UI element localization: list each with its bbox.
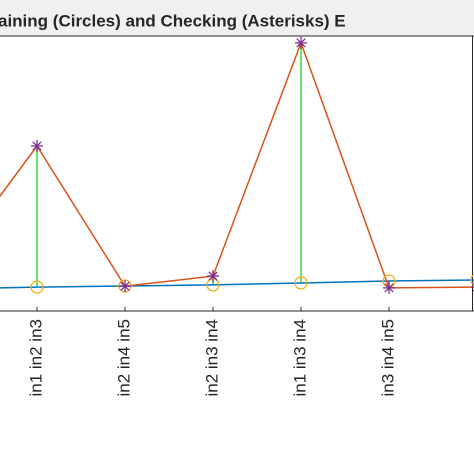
x-tick-label: in1 in3 in4 <box>290 319 309 397</box>
x-tick-label: in2 in4 in5 <box>114 319 133 397</box>
marker-circle <box>470 273 474 286</box>
marker-asterisk <box>31 140 43 152</box>
x-tick-label: in2 in3 in4 <box>202 319 221 397</box>
marker-circle <box>30 280 44 294</box>
marker-circle <box>294 276 308 290</box>
marker-asterisk <box>119 280 131 293</box>
marker-asterisk <box>295 36 307 49</box>
plot: in1 in2 in3 in2 in4 in5 in2 in3 in4 in1 in3… <box>0 36 474 397</box>
plot-background <box>0 36 474 474</box>
marker-asterisk <box>383 281 395 294</box>
figure-background <box>0 0 474 36</box>
x-tick-label: in1 in2 in3 <box>26 319 45 397</box>
marker-asterisk <box>207 270 219 283</box>
series-line <box>0 279 474 289</box>
chart-title: aining (Circles) and Checking (Asterisks… <box>0 11 346 30</box>
x-tick-label: in3 in4 in5 <box>378 319 397 397</box>
